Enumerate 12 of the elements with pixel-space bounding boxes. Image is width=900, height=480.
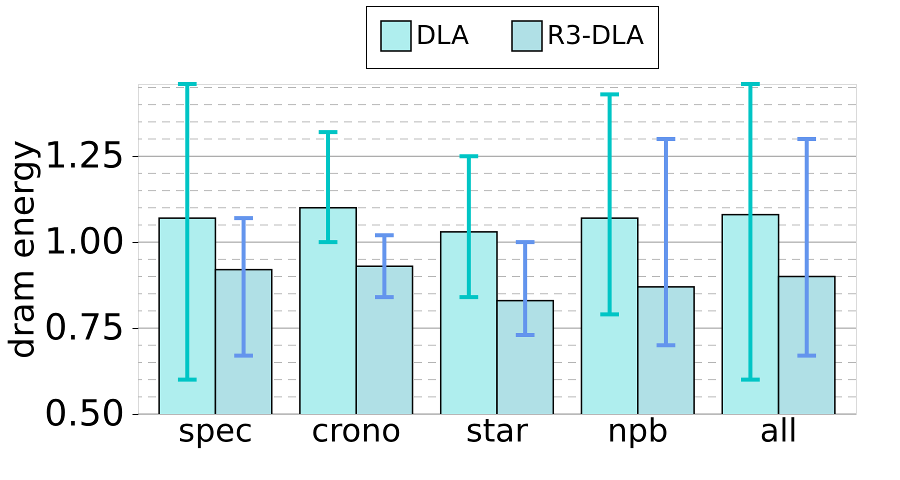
y-tick-label: 1.25: [44, 136, 124, 177]
y-tick-label: 1.00: [44, 222, 124, 263]
y-tick-label: 0.50: [44, 394, 124, 434]
legend-label: R3-DLA: [547, 21, 644, 51]
x-tick-label: all: [760, 412, 798, 450]
x-tick-label: npb: [607, 412, 668, 450]
legend-label: DLA: [416, 21, 470, 51]
x-tick-label: crono: [311, 412, 401, 450]
y-axis-title: dram energy: [2, 140, 42, 359]
x-tick-label: star: [466, 412, 529, 450]
y-tick-label: 0.75: [44, 308, 124, 349]
x-tick-label: spec: [178, 412, 253, 450]
